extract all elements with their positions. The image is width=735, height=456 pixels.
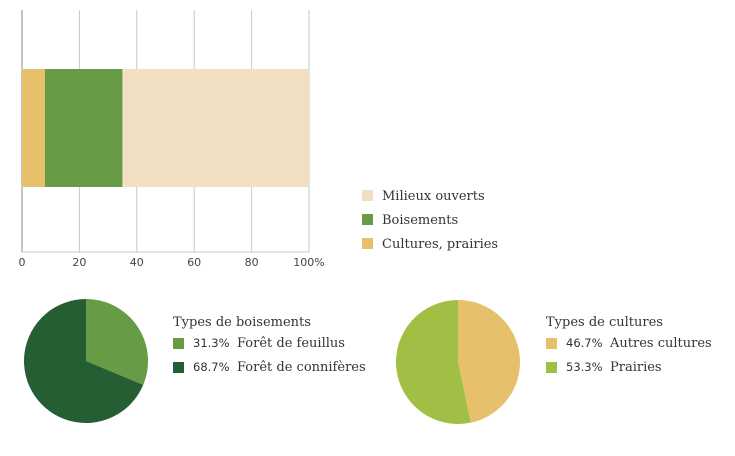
- x-tick-label: 0: [19, 256, 26, 269]
- pie-value-label: 46.7%: [566, 336, 603, 350]
- x-tick-label: 60: [187, 256, 201, 269]
- pie-value-label: 68.7%: [193, 360, 230, 374]
- legend-swatch: [362, 238, 373, 249]
- pie-slice-label: Prairies: [610, 360, 662, 375]
- pie-legend-swatch: [173, 362, 184, 373]
- pie-slice: [396, 300, 471, 424]
- x-tick-label: 40: [130, 256, 144, 269]
- pie-legend-swatch: [546, 338, 557, 349]
- cultures-pie-chart: Types de cultures 46.7% Autres cultures 53.…: [396, 300, 712, 424]
- bar-chart-legend: Milieux ouverts Boisements Cultures, prair…: [362, 189, 498, 252]
- bar-chart-ticks: 0 20 40 60 80 100%: [19, 256, 325, 269]
- pie-legend-swatch: [546, 362, 557, 373]
- legend-label: Cultures, prairies: [382, 237, 498, 252]
- legend-label: Boisements: [382, 213, 458, 228]
- bar-chart-bars: [22, 69, 309, 187]
- pie-slice-label: Forêt de connifères: [237, 360, 366, 375]
- pie-slice: [86, 299, 148, 385]
- bar-segment: [22, 69, 45, 187]
- x-tick-label: 80: [245, 256, 259, 269]
- legend-swatch: [362, 190, 373, 201]
- boisements-pie-chart: Types de boisements 31.3% Forêt de feuillu…: [23, 299, 366, 423]
- pie-value-label: 53.3%: [566, 360, 603, 374]
- x-tick-label: 100%: [293, 256, 324, 269]
- bar-segment: [122, 69, 309, 187]
- pie-slice-label: Autres cultures: [609, 336, 712, 351]
- legend-swatch: [362, 214, 373, 225]
- pie-slice: [23, 299, 144, 423]
- land-use-bar-chart: 0 20 40 60 80 100% Milieux ouverts Boisements C…: [19, 10, 498, 269]
- pie-slice-label: Forêt de feuillus: [237, 336, 345, 351]
- pie-title: Types de cultures: [546, 315, 663, 330]
- pie-title: Types de boisements: [173, 315, 311, 330]
- pie-value-label: 31.3%: [193, 336, 230, 350]
- pie-slice: [458, 300, 521, 423]
- bar-segment: [44, 69, 123, 187]
- x-tick-label: 20: [72, 256, 86, 269]
- pie-legend-swatch: [173, 338, 184, 349]
- legend-label: Milieux ouverts: [382, 189, 485, 204]
